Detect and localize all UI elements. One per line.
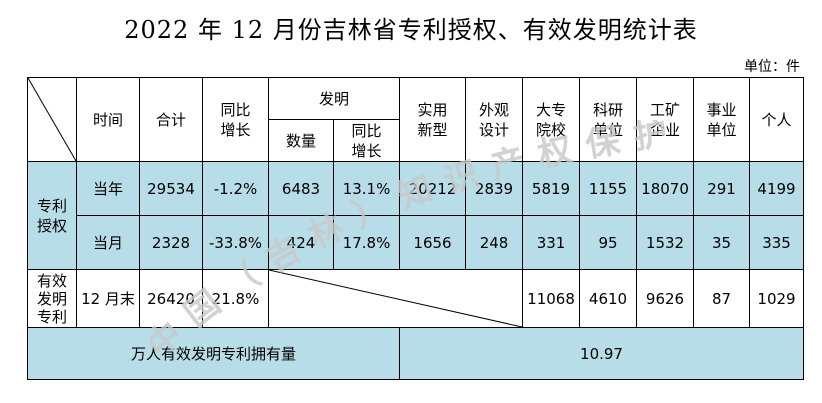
header-research: 科研单位 — [580, 78, 637, 162]
empty-cell-diagonal — [269, 270, 522, 327]
table-row: 当月 2328 -33.8% 424 17.8% 1656 248 331 95… — [28, 216, 804, 270]
footer-row: 万人有效发明专利拥有量 10.97 — [28, 328, 804, 380]
cell-research: 1155 — [580, 162, 637, 216]
header-inv-yoy-label: 同比增长 — [350, 121, 383, 161]
header-yoy-label: 同比增长 — [219, 100, 252, 140]
footer-value: 10.97 — [400, 328, 804, 380]
cell-time: 当年 — [77, 162, 140, 216]
footer-label: 万人有效发明专利拥有量 — [28, 328, 400, 380]
header-design-label: 外观设计 — [478, 100, 511, 140]
cell-yoy: 21.8% — [203, 270, 269, 328]
header-design: 外观设计 — [466, 78, 523, 162]
cell-individual: 1029 — [750, 270, 804, 328]
cell-research: 4610 — [580, 270, 637, 328]
header-college: 大专院校 — [523, 78, 580, 162]
cell-institution: 87 — [694, 270, 750, 328]
cell-institution: 291 — [694, 162, 750, 216]
header-institution: 事业单位 — [694, 78, 750, 162]
cell-industry: 9626 — [637, 270, 694, 328]
cell-college: 11068 — [523, 270, 580, 328]
cell-design: 248 — [466, 216, 523, 270]
cell-design: 2839 — [466, 162, 523, 216]
cell-industry: 18070 — [637, 162, 694, 216]
cell-individual: 4199 — [750, 162, 804, 216]
header-invention: 发明 — [269, 78, 400, 120]
cell-utility: 20212 — [400, 162, 466, 216]
cell-utility: 1656 — [400, 216, 466, 270]
cell-total: 26420 — [140, 270, 203, 328]
header-utility: 实用新型 — [400, 78, 466, 162]
cell-inv-yoy: 17.8% — [334, 216, 400, 270]
cell-inv-count: 424 — [269, 216, 334, 270]
table-row-valid: 有效发明专利 12 月末 26420 21.8% 11068 4610 9626… — [28, 270, 804, 328]
table-row: 专利授权 当年 29534 -1.2% 6483 13.1% 20212 283… — [28, 162, 804, 216]
header-industry-label: 工矿企业 — [649, 100, 682, 140]
cell-total: 2328 — [140, 216, 203, 270]
cell-total: 29534 — [140, 162, 203, 216]
cell-time: 当月 — [77, 216, 140, 270]
statistics-table: 时间 合计 同比增长 发明 实用新型 外观设计 大专院校 科研单位 工矿企业 事… — [27, 77, 804, 380]
header-row-1: 时间 合计 同比增长 发明 实用新型 外观设计 大专院校 科研单位 工矿企业 事… — [28, 78, 804, 120]
cell-individual: 335 — [750, 216, 804, 270]
cell-yoy: -33.8% — [203, 216, 269, 270]
cell-inv-count: 6483 — [269, 162, 334, 216]
cell-yoy: -1.2% — [203, 162, 269, 216]
header-research-label: 科研单位 — [592, 100, 625, 140]
cell-industry: 1532 — [637, 216, 694, 270]
cell-inv-yoy: 13.1% — [334, 162, 400, 216]
corner-diagonal — [28, 78, 76, 161]
cell-college: 5819 — [523, 162, 580, 216]
empty-diagonal-cell — [269, 270, 523, 328]
unit-label: 单位：件 — [744, 56, 800, 76]
header-inv-yoy: 同比增长 — [334, 120, 400, 162]
group-grant: 专利授权 — [28, 162, 77, 270]
header-college-label: 大专院校 — [535, 100, 568, 140]
page-title: 2022 年 12 月份吉林省专利授权、有效发明统计表 — [0, 10, 822, 45]
corner-cell — [28, 78, 77, 162]
group-valid-label: 有效发明专利 — [36, 272, 69, 326]
cell-research: 95 — [580, 216, 637, 270]
group-grant-label: 专利授权 — [36, 196, 69, 236]
group-valid: 有效发明专利 — [28, 270, 77, 328]
header-inv-count: 数量 — [269, 120, 334, 162]
cell-institution: 35 — [694, 216, 750, 270]
cell-time: 12 月末 — [77, 270, 140, 328]
header-institution-label: 事业单位 — [705, 100, 738, 140]
cell-college: 331 — [523, 216, 580, 270]
header-individual: 个人 — [750, 78, 804, 162]
header-utility-label: 实用新型 — [416, 100, 449, 140]
header-industry: 工矿企业 — [637, 78, 694, 162]
header-total: 合计 — [140, 78, 203, 162]
header-time: 时间 — [77, 78, 140, 162]
header-yoy: 同比增长 — [203, 78, 269, 162]
